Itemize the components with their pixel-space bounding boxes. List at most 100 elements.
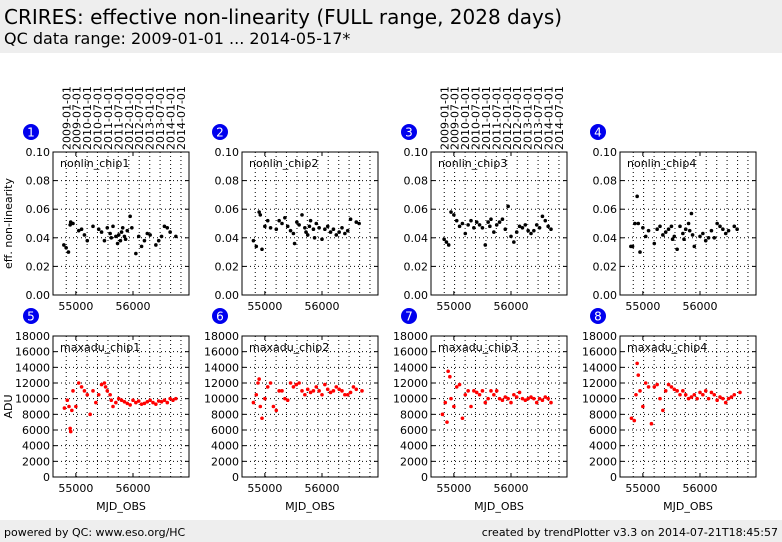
y-tick-label: 0.00	[26, 289, 51, 302]
page-title: CRIRES: effective non-linearity (FULL ra…	[4, 5, 563, 29]
data-point	[486, 396, 490, 401]
y-tick-label: 16000	[393, 346, 428, 359]
data-point	[723, 231, 728, 236]
data-point	[294, 382, 299, 387]
data-point	[675, 247, 679, 252]
data-point	[629, 416, 634, 421]
panel-number-label: 1	[27, 126, 35, 140]
y-tick-label: 14000	[204, 361, 239, 374]
data-point	[145, 231, 150, 236]
data-point	[308, 218, 313, 223]
date-tick-label: 2009-07-01	[449, 86, 462, 150]
data-point	[698, 390, 702, 395]
page-subtitle: QC data range: 2009-01-01 ... 2014-05-17…	[4, 29, 351, 48]
data-point	[277, 389, 281, 393]
y-tick-label: 6000	[400, 424, 428, 437]
y-tick-label: 4000	[589, 440, 617, 453]
data-point	[142, 238, 147, 243]
data-point	[641, 404, 645, 409]
y-tick-label: 8000	[400, 408, 428, 421]
date-tick-label: 2013-01-01	[144, 86, 157, 150]
data-point	[334, 385, 339, 389]
data-point	[683, 392, 688, 397]
data-point	[469, 218, 473, 223]
data-point	[337, 230, 341, 234]
data-point	[509, 400, 513, 405]
data-point	[99, 230, 104, 234]
data-point	[334, 233, 339, 237]
data-point	[718, 395, 722, 399]
data-point	[128, 403, 132, 407]
data-point	[76, 381, 81, 385]
y-tick-label: 14000	[393, 361, 428, 374]
data-point	[354, 387, 359, 392]
data-point	[520, 396, 525, 401]
data-point	[325, 224, 330, 229]
data-point	[630, 244, 635, 249]
data-point	[723, 400, 728, 405]
y-tick-label: 10000	[15, 393, 50, 406]
data-point	[632, 418, 637, 423]
data-point	[328, 390, 333, 395]
data-point	[79, 227, 84, 232]
data-point	[457, 224, 462, 229]
data-point	[85, 392, 90, 397]
data-point	[466, 223, 470, 227]
data-point	[139, 402, 144, 406]
data-point	[690, 233, 695, 237]
y-tick-label: 12000	[204, 377, 239, 390]
data-point	[343, 392, 347, 397]
data-point	[494, 223, 499, 227]
plot-frame	[52, 151, 190, 296]
data-point	[442, 237, 446, 242]
data-point	[260, 247, 264, 252]
y-tick-label: 0.08	[404, 175, 429, 188]
y-tick-label: 4000	[22, 440, 50, 453]
data-point	[514, 395, 519, 399]
data-point	[292, 241, 297, 246]
y-tick-label: 0	[232, 471, 239, 484]
data-point	[154, 402, 158, 406]
data-point	[65, 398, 70, 403]
data-point	[323, 227, 327, 232]
date-tick-label: 2010-01-01	[81, 86, 94, 150]
data-point	[517, 390, 522, 395]
data-point	[669, 385, 674, 389]
data-point	[307, 224, 312, 229]
data-point	[480, 225, 485, 230]
panel-number-label: 6	[216, 310, 224, 324]
data-point	[712, 236, 717, 240]
panel-number-badge	[23, 124, 39, 140]
data-point	[139, 244, 144, 249]
data-point	[268, 381, 273, 385]
y-tick-label: 10000	[204, 393, 239, 406]
panel-label: nonlin_chip1	[60, 157, 129, 170]
data-point	[67, 404, 71, 409]
y-tick-label: 0	[421, 471, 428, 484]
data-point	[643, 381, 648, 385]
data-point	[71, 389, 75, 393]
panel-number-label: 5	[27, 310, 35, 324]
data-point	[268, 225, 273, 230]
data-point	[254, 244, 259, 249]
data-point	[692, 244, 697, 249]
data-point	[311, 389, 316, 393]
data-point	[686, 221, 691, 226]
data-point	[735, 227, 739, 232]
data-point	[320, 392, 324, 397]
data-point	[675, 389, 679, 393]
data-point	[546, 396, 550, 401]
y-tick-label: 0.02	[26, 260, 51, 273]
data-point	[351, 385, 356, 389]
data-point	[312, 236, 317, 240]
y-tick-label: 0.08	[215, 175, 240, 188]
data-point	[360, 389, 364, 393]
data-point	[709, 390, 714, 395]
data-point	[678, 392, 682, 397]
data-point	[70, 408, 74, 413]
data-point	[145, 400, 150, 404]
data-point	[280, 221, 284, 226]
data-point	[111, 404, 115, 409]
panel-number-label: 3	[405, 126, 413, 140]
data-point	[492, 230, 496, 234]
